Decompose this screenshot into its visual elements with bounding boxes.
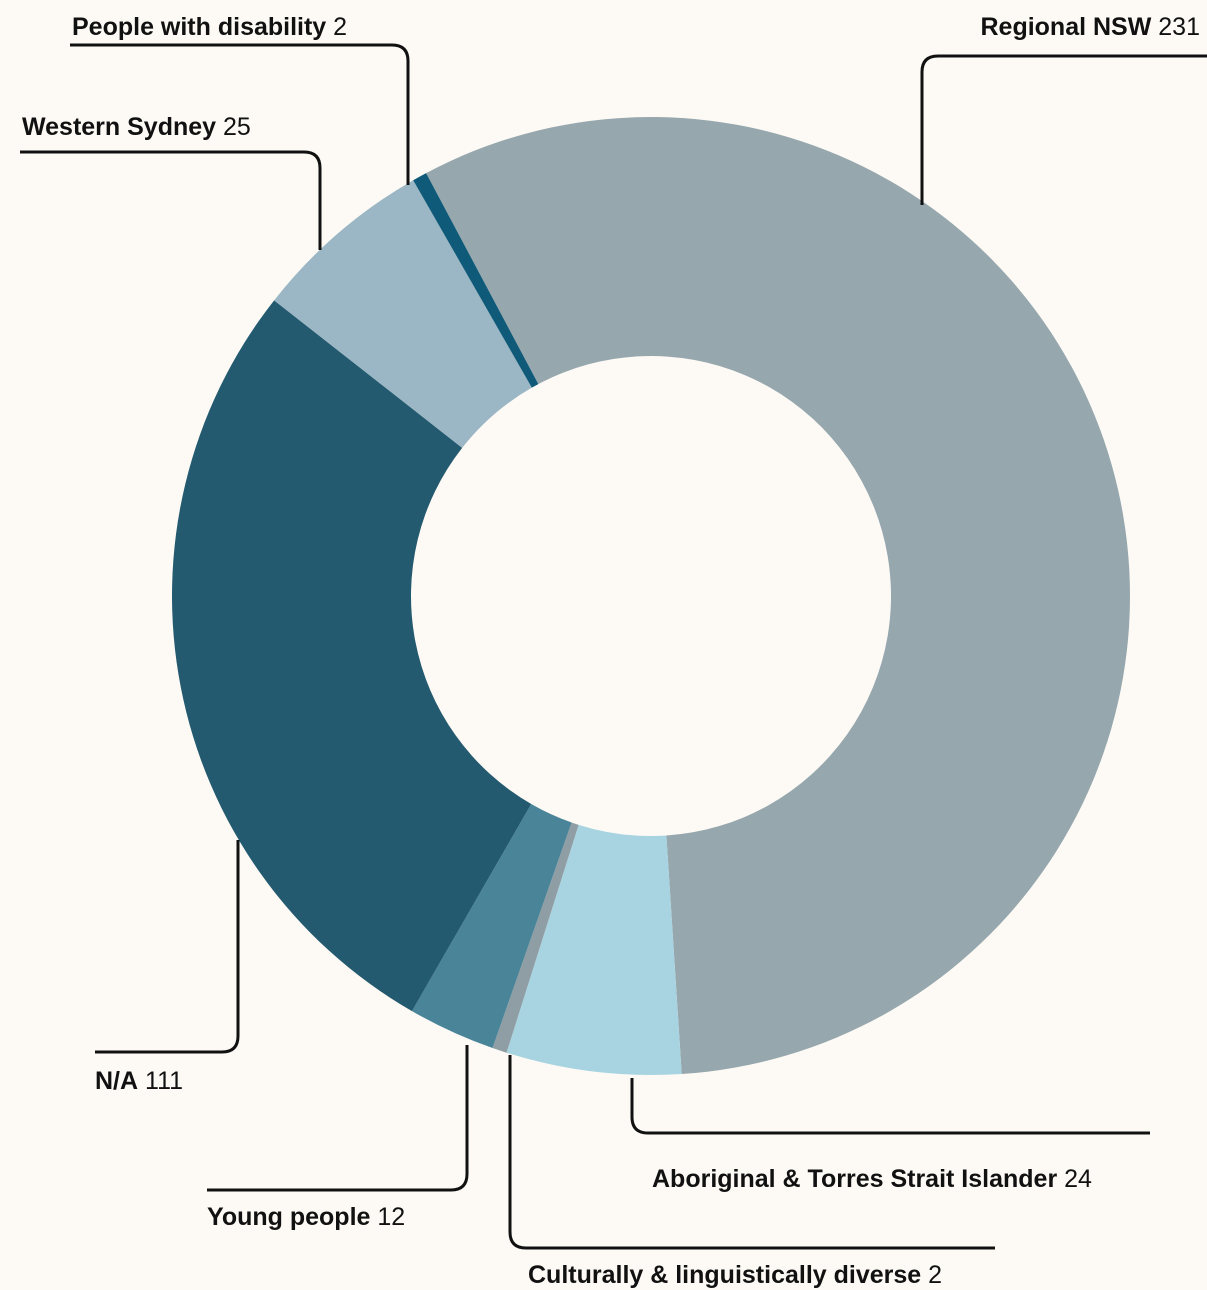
category-name: Western Sydney — [22, 113, 216, 141]
donut-slice — [506, 824, 682, 1075]
slice-label: Western Sydney 25 — [22, 113, 251, 141]
category-name: Aboriginal & Torres Strait Islander — [652, 1165, 1057, 1193]
category-name: Regional NSW — [980, 13, 1151, 41]
category-name: N/A — [95, 1067, 138, 1095]
slice-label: N/A 111 — [95, 1067, 183, 1095]
leader-line — [70, 43, 410, 185]
value-label: 111 — [145, 1067, 183, 1095]
value-label: 24 — [1064, 1165, 1092, 1193]
slice-label: Regional NSW 231 — [980, 13, 1200, 41]
donut-slice — [413, 173, 539, 388]
leader-line — [920, 54, 1207, 205]
leader-line — [207, 1045, 469, 1192]
leader-line — [630, 1078, 1150, 1135]
donut-slice — [171, 300, 532, 1012]
value-label: 2 — [333, 13, 347, 41]
category-name: Young people — [207, 1203, 371, 1231]
value-label: 25 — [223, 113, 251, 141]
donut-slice — [492, 822, 579, 1053]
value-label: 12 — [377, 1203, 405, 1231]
slice-label: People with disability 2 — [72, 13, 347, 41]
leader-line — [508, 1055, 995, 1250]
donut-slice — [274, 180, 532, 448]
slice-label: Young people 12 — [207, 1203, 405, 1231]
category-name: Culturally & linguistically diverse — [528, 1261, 921, 1289]
slice-label: Culturally & linguistically diverse 2 — [528, 1261, 942, 1289]
category-name: People with disability — [72, 13, 326, 41]
leader-line — [95, 840, 240, 1054]
value-label: 2 — [928, 1261, 942, 1289]
slice-label: Aboriginal & Torres Strait Islander 24 — [652, 1165, 1092, 1193]
donut-slice — [426, 116, 1130, 1075]
donut-slice — [411, 803, 572, 1049]
leader-line — [20, 150, 322, 250]
value-label: 231 — [1158, 13, 1200, 41]
